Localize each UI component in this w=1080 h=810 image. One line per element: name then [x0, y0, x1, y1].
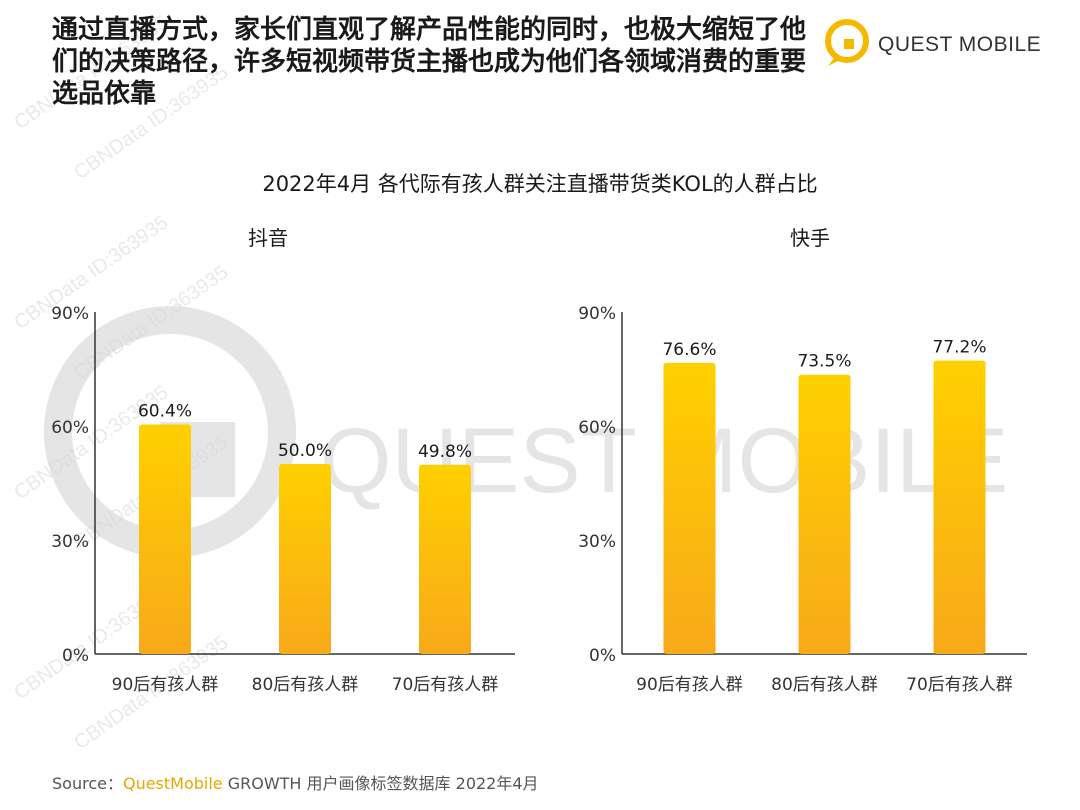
- y-tick-label: 90%: [578, 304, 616, 324]
- x-tick-label: 80后有孩人群: [252, 675, 359, 695]
- bar-douyin-2: [419, 464, 471, 654]
- source-brand: QuestMobile: [122, 774, 223, 793]
- quest-mobile-logo-icon: [825, 19, 869, 66]
- chart-title: 2022年4月 各代际有孩人群关注直播带货类KOL的人群占比: [262, 172, 818, 196]
- data-label: 73.5%: [797, 352, 851, 372]
- x-tick-label: 70后有孩人群: [906, 675, 1013, 695]
- y-tick-label: 90%: [51, 304, 89, 324]
- x-tick-label: 90后有孩人群: [112, 675, 219, 695]
- panel-title-douyin: 抖音: [248, 226, 288, 250]
- data-label: 77.2%: [932, 338, 986, 358]
- x-tick-label: 90后有孩人群: [636, 675, 743, 695]
- y-tick-label: 60%: [51, 418, 89, 438]
- y-tick-label: 0%: [589, 646, 616, 666]
- source-rest: GROWTH 用户画像标签数据库 2022年4月: [222, 774, 539, 793]
- y-tick-label: 30%: [578, 532, 616, 552]
- bar-kuaishou-0: [663, 362, 716, 654]
- y-tick-label: 60%: [578, 418, 616, 438]
- data-label: 49.8%: [418, 442, 472, 462]
- bar-kuaishou-2: [933, 360, 986, 654]
- logo-text: QUEST MOBILE: [878, 33, 1042, 56]
- bar-douyin-0: [139, 424, 191, 654]
- x-tick-label: 80后有孩人群: [771, 675, 878, 695]
- bar-kuaishou-1: [798, 374, 851, 654]
- data-label: 76.6%: [662, 340, 716, 360]
- data-label: 50.0%: [278, 441, 332, 461]
- x-tick-label: 70后有孩人群: [392, 675, 499, 695]
- bar-douyin-1: [279, 464, 331, 654]
- source-prefix: Source：: [52, 774, 123, 793]
- y-tick-label: 0%: [62, 646, 89, 666]
- source-note: Source：QuestMobile GROWTH 用户画像标签数据库 2022…: [52, 770, 539, 794]
- headline: 通过直播方式，家长们直观了解产品性能的同时，也极大缩短了他们的决策路径，许多短视…: [52, 15, 807, 109]
- y-tick-label: 30%: [51, 532, 89, 552]
- panel-title-kuaishou: 快手: [790, 226, 830, 250]
- data-label: 60.4%: [138, 401, 192, 421]
